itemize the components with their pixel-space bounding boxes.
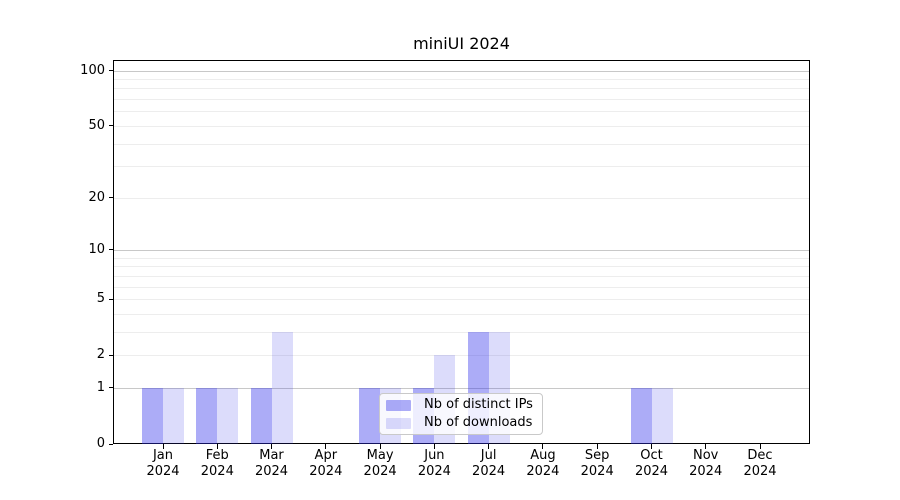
y-tick-label: 5	[96, 291, 105, 306]
legend-entry-distinct-ips: Nb of distinct IPs	[386, 398, 542, 412]
x-tick-label: Mar 2024	[254, 448, 289, 479]
y-tick-label: 50	[88, 117, 105, 133]
y-tick-label: 10	[88, 241, 105, 257]
legend-label-distinct-ips: Nb of distinct IPs	[424, 397, 533, 412]
legend-swatch-distinct-ips	[386, 399, 411, 411]
plot-area	[113, 60, 810, 444]
x-tick-label: Jul 2024	[472, 448, 506, 479]
x-tick-label: Aug 2024	[526, 448, 560, 479]
x-tick-mark	[488, 444, 490, 449]
x-tick-mark	[216, 444, 218, 449]
x-tick-label: Sep 2024	[580, 448, 614, 479]
legend-swatch-downloads	[386, 417, 411, 429]
x-tick-label: Jan 2024	[146, 448, 180, 479]
chart-title: miniUI 2024	[413, 34, 510, 53]
y-tick-label: 1	[96, 379, 105, 395]
legend-entry-downloads: Nb of downloads	[386, 416, 542, 430]
legend-label-downloads: Nb of downloads	[424, 415, 533, 430]
x-tick-mark	[542, 444, 544, 449]
x-tick-mark	[325, 444, 327, 449]
x-tick-mark	[271, 444, 272, 449]
y-tick-label: 100	[80, 62, 105, 78]
y-tick-label: 2	[96, 347, 105, 363]
legend: Nb of distinct IPs Nb of downloads	[379, 393, 543, 435]
x-tick-mark	[162, 444, 164, 449]
x-tick-mark	[705, 444, 707, 449]
x-tick-label: Dec 2024	[743, 448, 777, 479]
y-tick-label: 20	[88, 189, 105, 205]
x-tick-mark	[379, 444, 381, 449]
x-tick-mark	[433, 444, 435, 449]
x-tick-label: Nov 2024	[689, 448, 723, 479]
x-tick-mark	[651, 444, 652, 449]
x-tick-label: Feb 2024	[200, 448, 234, 479]
x-tick-label: Jun 2024	[417, 448, 451, 479]
x-tick-label: Oct 2024	[634, 448, 669, 479]
x-tick-label: May 2024	[363, 448, 397, 479]
y-tick-label: 0	[96, 436, 105, 451]
x-tick-label: Apr 2024	[309, 448, 343, 479]
x-tick-mark	[596, 444, 598, 449]
x-tick-mark	[759, 444, 761, 449]
